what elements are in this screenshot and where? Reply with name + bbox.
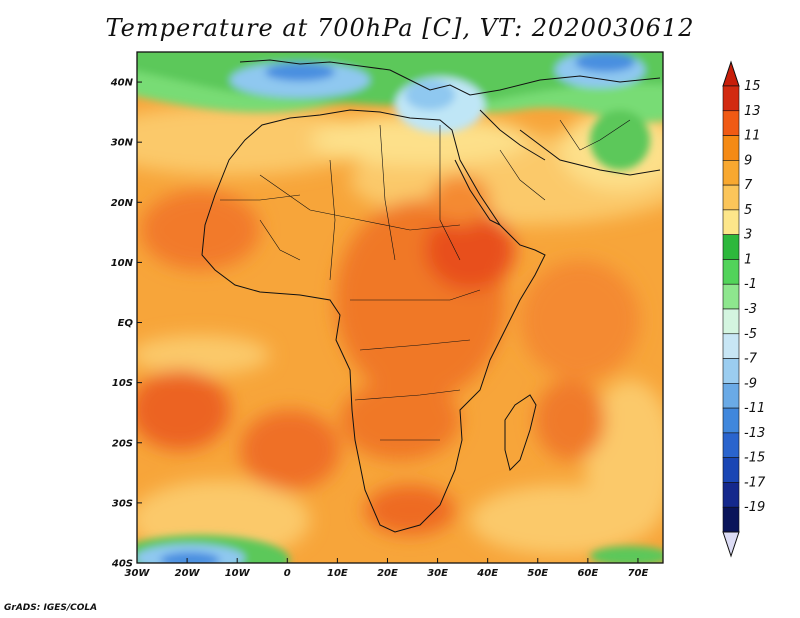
colorbar-swatch (722, 259, 740, 285)
colorbar-swatch (722, 160, 740, 186)
grads-credit: GrADS: IGES/COLA (4, 603, 98, 613)
colorbar-label: -5 (744, 327, 757, 342)
lat-tick-label: 30N (111, 138, 134, 149)
temperature-field (137, 52, 663, 563)
lon-tick-label: 20E (377, 568, 398, 579)
coastline-layer (201, 59, 661, 533)
colorbar-swatch (722, 308, 740, 335)
colorbar-min-arrow (722, 531, 740, 558)
map-frame (136, 51, 664, 564)
colorbar-swatch (722, 457, 740, 483)
lon-tick-label: 10E (327, 568, 348, 579)
colorbar-label: 7 (744, 178, 753, 193)
colorbar-label: -3 (744, 302, 757, 317)
lon-tick-label: 70E (628, 568, 649, 579)
colorbar-swatch (722, 432, 740, 458)
colorbar-swatch (722, 383, 740, 409)
map-title: Temperature at 700hPa [C], VT: 202003061… (105, 14, 695, 42)
colorbar-label: 1 (744, 252, 752, 267)
colorbar-label: -13 (744, 426, 765, 441)
colorbar-label: -19 (744, 500, 765, 515)
colorbar-label: -11 (744, 401, 765, 416)
border-layer (220, 119, 631, 441)
colorbar-swatch (722, 358, 740, 384)
colorbar-swatch (722, 85, 740, 112)
colorbar-label: 9 (744, 153, 752, 168)
lat-tick-label: 40N (110, 78, 134, 89)
colorbar-swatch (722, 333, 740, 359)
lon-tick-label: 20W (175, 568, 201, 579)
colorbar-swatch (722, 135, 740, 161)
colorbar-max-arrow (722, 60, 740, 87)
colorbar-swatch (722, 209, 740, 235)
colorbar-label: 13 (744, 104, 761, 119)
lon-tick-label: 30W (125, 568, 151, 579)
lon-tick-label: 40E (476, 568, 498, 579)
colorbar-label: 11 (744, 129, 761, 144)
colorbar-swatch (722, 283, 740, 310)
lon-tick-label: 50E (527, 568, 548, 579)
colorbar-swatch (722, 482, 740, 508)
colorbar-label: -17 (744, 475, 766, 490)
colorbar-swatch (722, 407, 740, 434)
colorbar-swatch (722, 506, 740, 533)
colorbar-label: 3 (744, 228, 752, 243)
lat-tick-label: EQ (118, 318, 134, 329)
lat-tick-label: 20S (112, 438, 133, 449)
lat-tick-label: 10S (112, 378, 133, 389)
colorbar-label: 15 (744, 79, 761, 94)
colorbar-label: -9 (744, 376, 757, 391)
lat-tick-label: 40S (111, 559, 133, 570)
lat-tick-label: 30S (112, 498, 133, 509)
lat-tick-label: 20N (111, 198, 134, 209)
colorbar-label: 5 (744, 203, 752, 218)
lon-tick-label: 0 (284, 568, 291, 579)
lon-tick-label: 60E (577, 568, 598, 579)
colorbar-swatch (722, 110, 740, 136)
colorbar-label: -15 (744, 451, 765, 466)
colorbar: 15 13 11 9 7 5 3 1 -1 -3 -5 -7 -9 -11 -13 -15 -17 -19 (722, 60, 766, 558)
lat-tick-label: 10N (111, 258, 134, 269)
colorbar-label: -7 (744, 352, 758, 367)
colorbar-swatch (722, 184, 740, 211)
lon-tick-label: 10W (225, 568, 251, 579)
colorbar-swatch (722, 234, 740, 260)
colorbar-label: -1 (744, 277, 757, 292)
lon-tick-label: 30E (427, 568, 448, 579)
